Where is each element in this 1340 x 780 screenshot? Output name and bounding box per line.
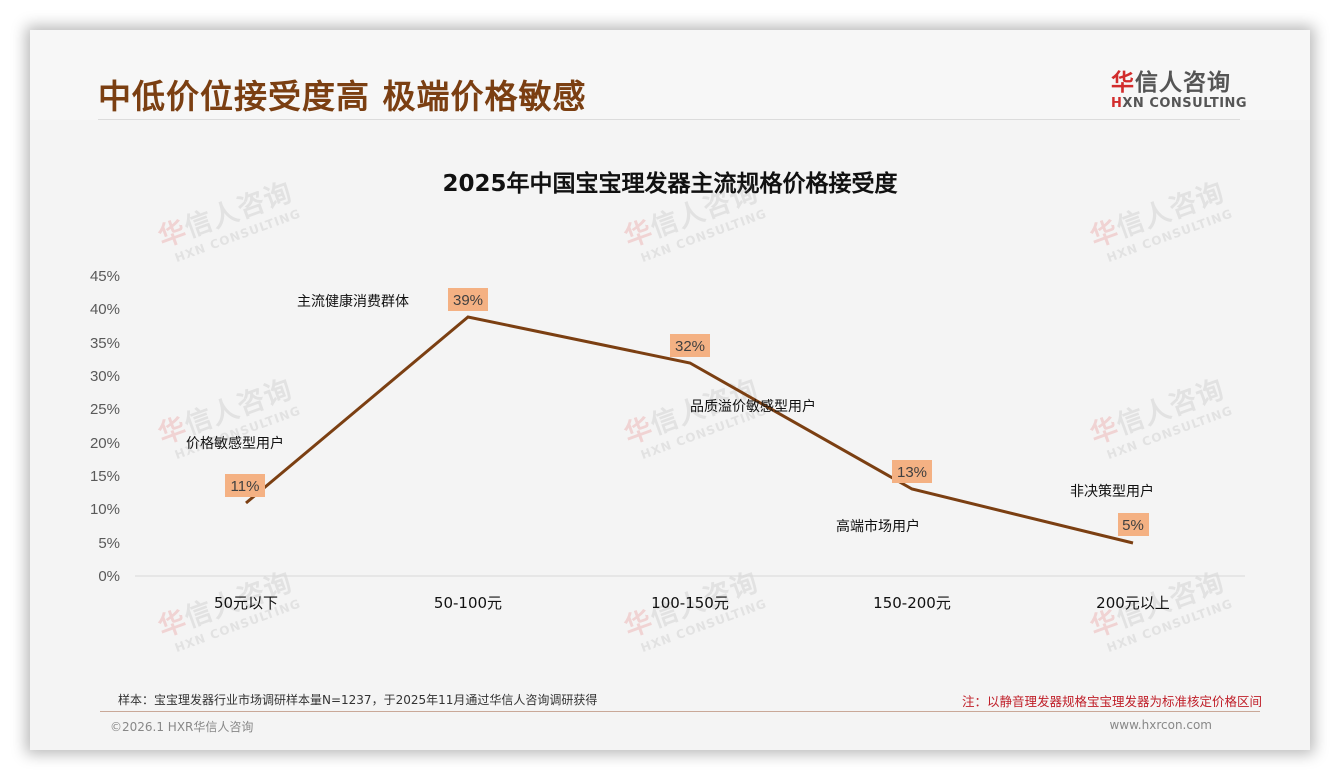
- slide: 中低价位接受度高 极端价格敏感 华信人咨询 HXN CONSULTING 202…: [30, 30, 1310, 750]
- line-chart: 0% 5% 10% 15% 20% 25% 30% 35% 40% 45% 50…: [90, 268, 1245, 612]
- logo-en-text: XN CONSULTING: [1122, 96, 1248, 111]
- x-axis: 50元以下 50-100元 100-150元 150-200元 200元以上: [214, 594, 1170, 612]
- y-tick: 30%: [90, 368, 120, 385]
- y-tick: 0%: [98, 568, 120, 585]
- y-tick: 45%: [90, 268, 120, 285]
- annotation: 高端市场用户: [836, 518, 920, 535]
- annotation: 价格敏感型用户: [186, 435, 284, 452]
- y-tick: 15%: [90, 468, 120, 485]
- y-tick: 35%: [90, 335, 120, 352]
- annotations: 价格敏感型用户 主流健康消费群体 品质溢价敏感型用户 高端市场用户 非决策型用户: [186, 293, 1154, 535]
- y-axis: 0% 5% 10% 15% 20% 25% 30% 35% 40% 45%: [90, 268, 120, 585]
- data-line: [245, 315, 1134, 545]
- copyright: ©2026.1 HXR华信人咨询: [110, 720, 254, 734]
- logo-cn: 华信人咨询: [1111, 63, 1251, 97]
- x-tick: 200元以上: [1096, 594, 1170, 612]
- y-tick: 10%: [90, 501, 120, 518]
- website-url: www.hxrcon.com: [1109, 718, 1212, 732]
- x-tick: 50-100元: [434, 594, 502, 612]
- y-tick: 20%: [90, 435, 120, 452]
- logo-en: HXN CONSULTING: [1111, 96, 1251, 111]
- sample-note: 样本：宝宝理发器行业市场调研样本量N=1237，于2025年11月通过华信人咨询…: [118, 693, 598, 707]
- page-title: 中低价位接受度高 极端价格敏感: [98, 77, 587, 116]
- data-label: 5%: [1122, 517, 1144, 534]
- data-label-bg: [448, 288, 488, 311]
- y-tick: 40%: [90, 301, 120, 318]
- data-label-bg: [670, 334, 710, 357]
- data-labels: 11% 39% 32% 13% 5%: [225, 288, 1149, 536]
- x-tick: 150-200元: [873, 594, 951, 612]
- y-tick: 5%: [98, 535, 120, 552]
- header-band: [30, 30, 1310, 120]
- logo-cn-text: 信人咨询: [1135, 70, 1231, 96]
- footer-divider: [100, 711, 1260, 712]
- data-label: 39%: [453, 292, 483, 309]
- data-label-bg: [1118, 513, 1149, 536]
- logo-en-mark: H: [1111, 96, 1123, 111]
- y-tick: 25%: [90, 401, 120, 418]
- logo-cn-mark: 华: [1111, 70, 1135, 96]
- annotation: 主流健康消费群体: [297, 293, 409, 310]
- data-label: 32%: [675, 338, 705, 355]
- data-label: 11%: [231, 478, 260, 495]
- title-divider: [98, 119, 1240, 120]
- data-label-bg: [892, 460, 932, 483]
- data-label: 13%: [897, 464, 927, 481]
- annotation: 非决策型用户: [1070, 483, 1154, 500]
- annotation: 品质溢价敏感型用户: [690, 398, 816, 415]
- company-logo: 华信人咨询 HXN CONSULTING: [1111, 63, 1251, 111]
- methodology-note: 注：以静音理发器规格宝宝理发器为标准核定价格区间: [961, 694, 1262, 709]
- chart-title: 2025年中国宝宝理发器主流规格价格接受度: [442, 171, 898, 197]
- x-tick: 50元以下: [214, 594, 278, 612]
- data-label-bg: [225, 474, 265, 497]
- x-tick: 100-150元: [651, 594, 729, 612]
